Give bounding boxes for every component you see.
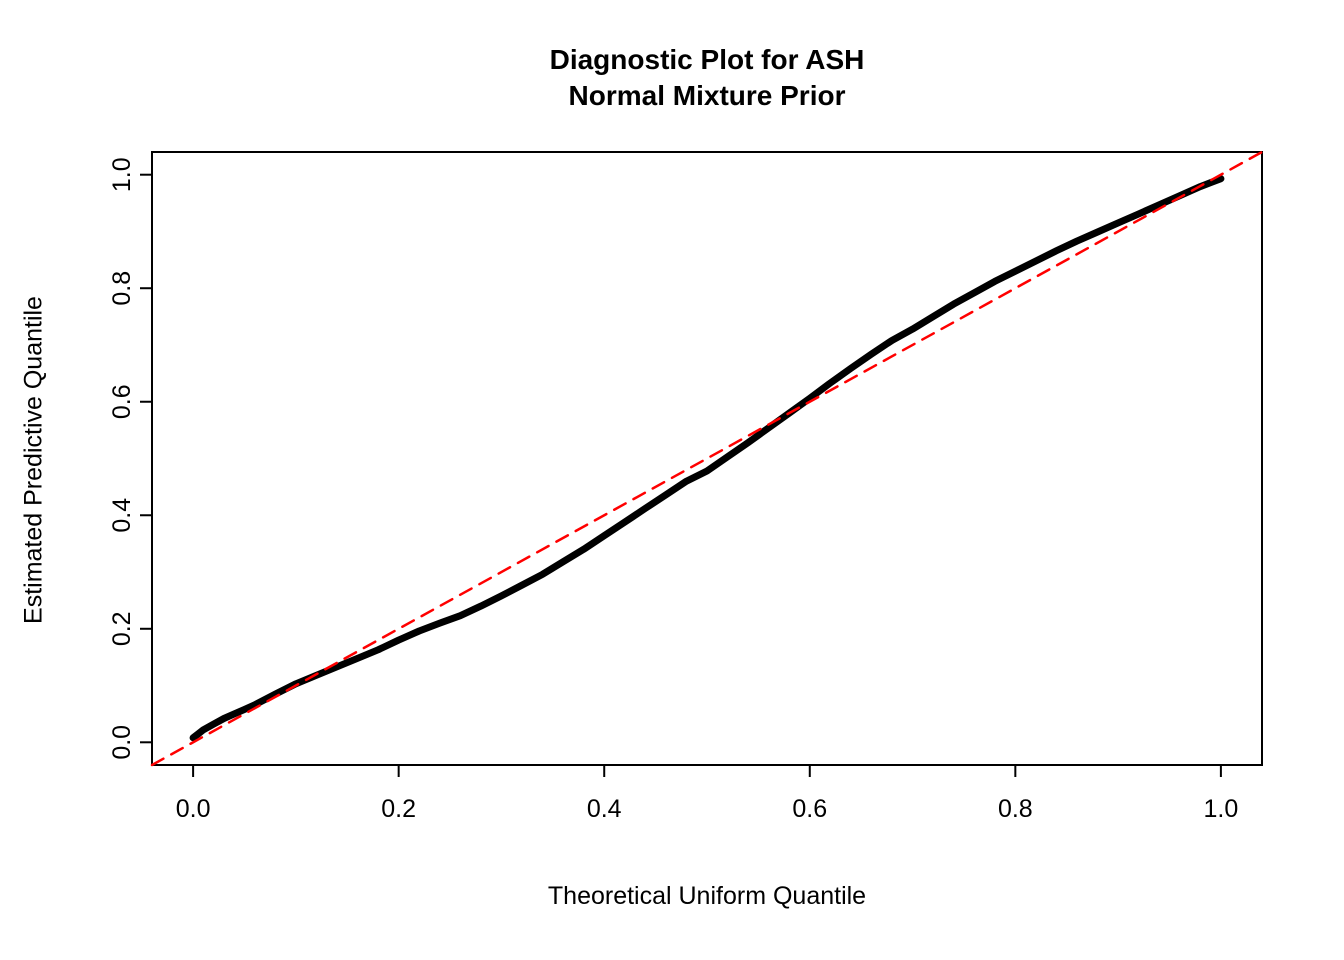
y-tick-label: 0.0 (108, 725, 136, 760)
y-tick-label: 0.8 (108, 271, 136, 306)
plot-title-line1: Diagnostic Plot for ASH (549, 44, 865, 75)
plot-title: Diagnostic Plot for ASH Normal Mixture P… (152, 42, 1262, 114)
x-tick-label: 0.0 (176, 795, 211, 823)
plot-title-line2: Normal Mixture Prior (568, 80, 846, 111)
y-tick-label: 1.0 (108, 157, 136, 192)
y-axis-title: Estimated Predictive Quantile (19, 296, 48, 624)
x-tick-label: 0.4 (587, 795, 622, 823)
series-estimated-predictive-quantiles (189, 175, 1225, 742)
x-tick-label: 0.8 (998, 795, 1033, 823)
y-tick-label: 0.2 (108, 611, 136, 646)
x-tick-label: 0.6 (792, 795, 827, 823)
plot-border-box (151, 151, 1263, 766)
x-tick-label: 1.0 (1204, 795, 1239, 823)
x-axis-title: Theoretical Uniform Quantile (547, 882, 867, 910)
x-tick-label: 0.2 (381, 795, 416, 823)
y-tick-label: 0.4 (108, 498, 136, 533)
y-tick-label: 0.6 (108, 384, 136, 419)
series-identity-reference-line (150, 150, 1264, 767)
